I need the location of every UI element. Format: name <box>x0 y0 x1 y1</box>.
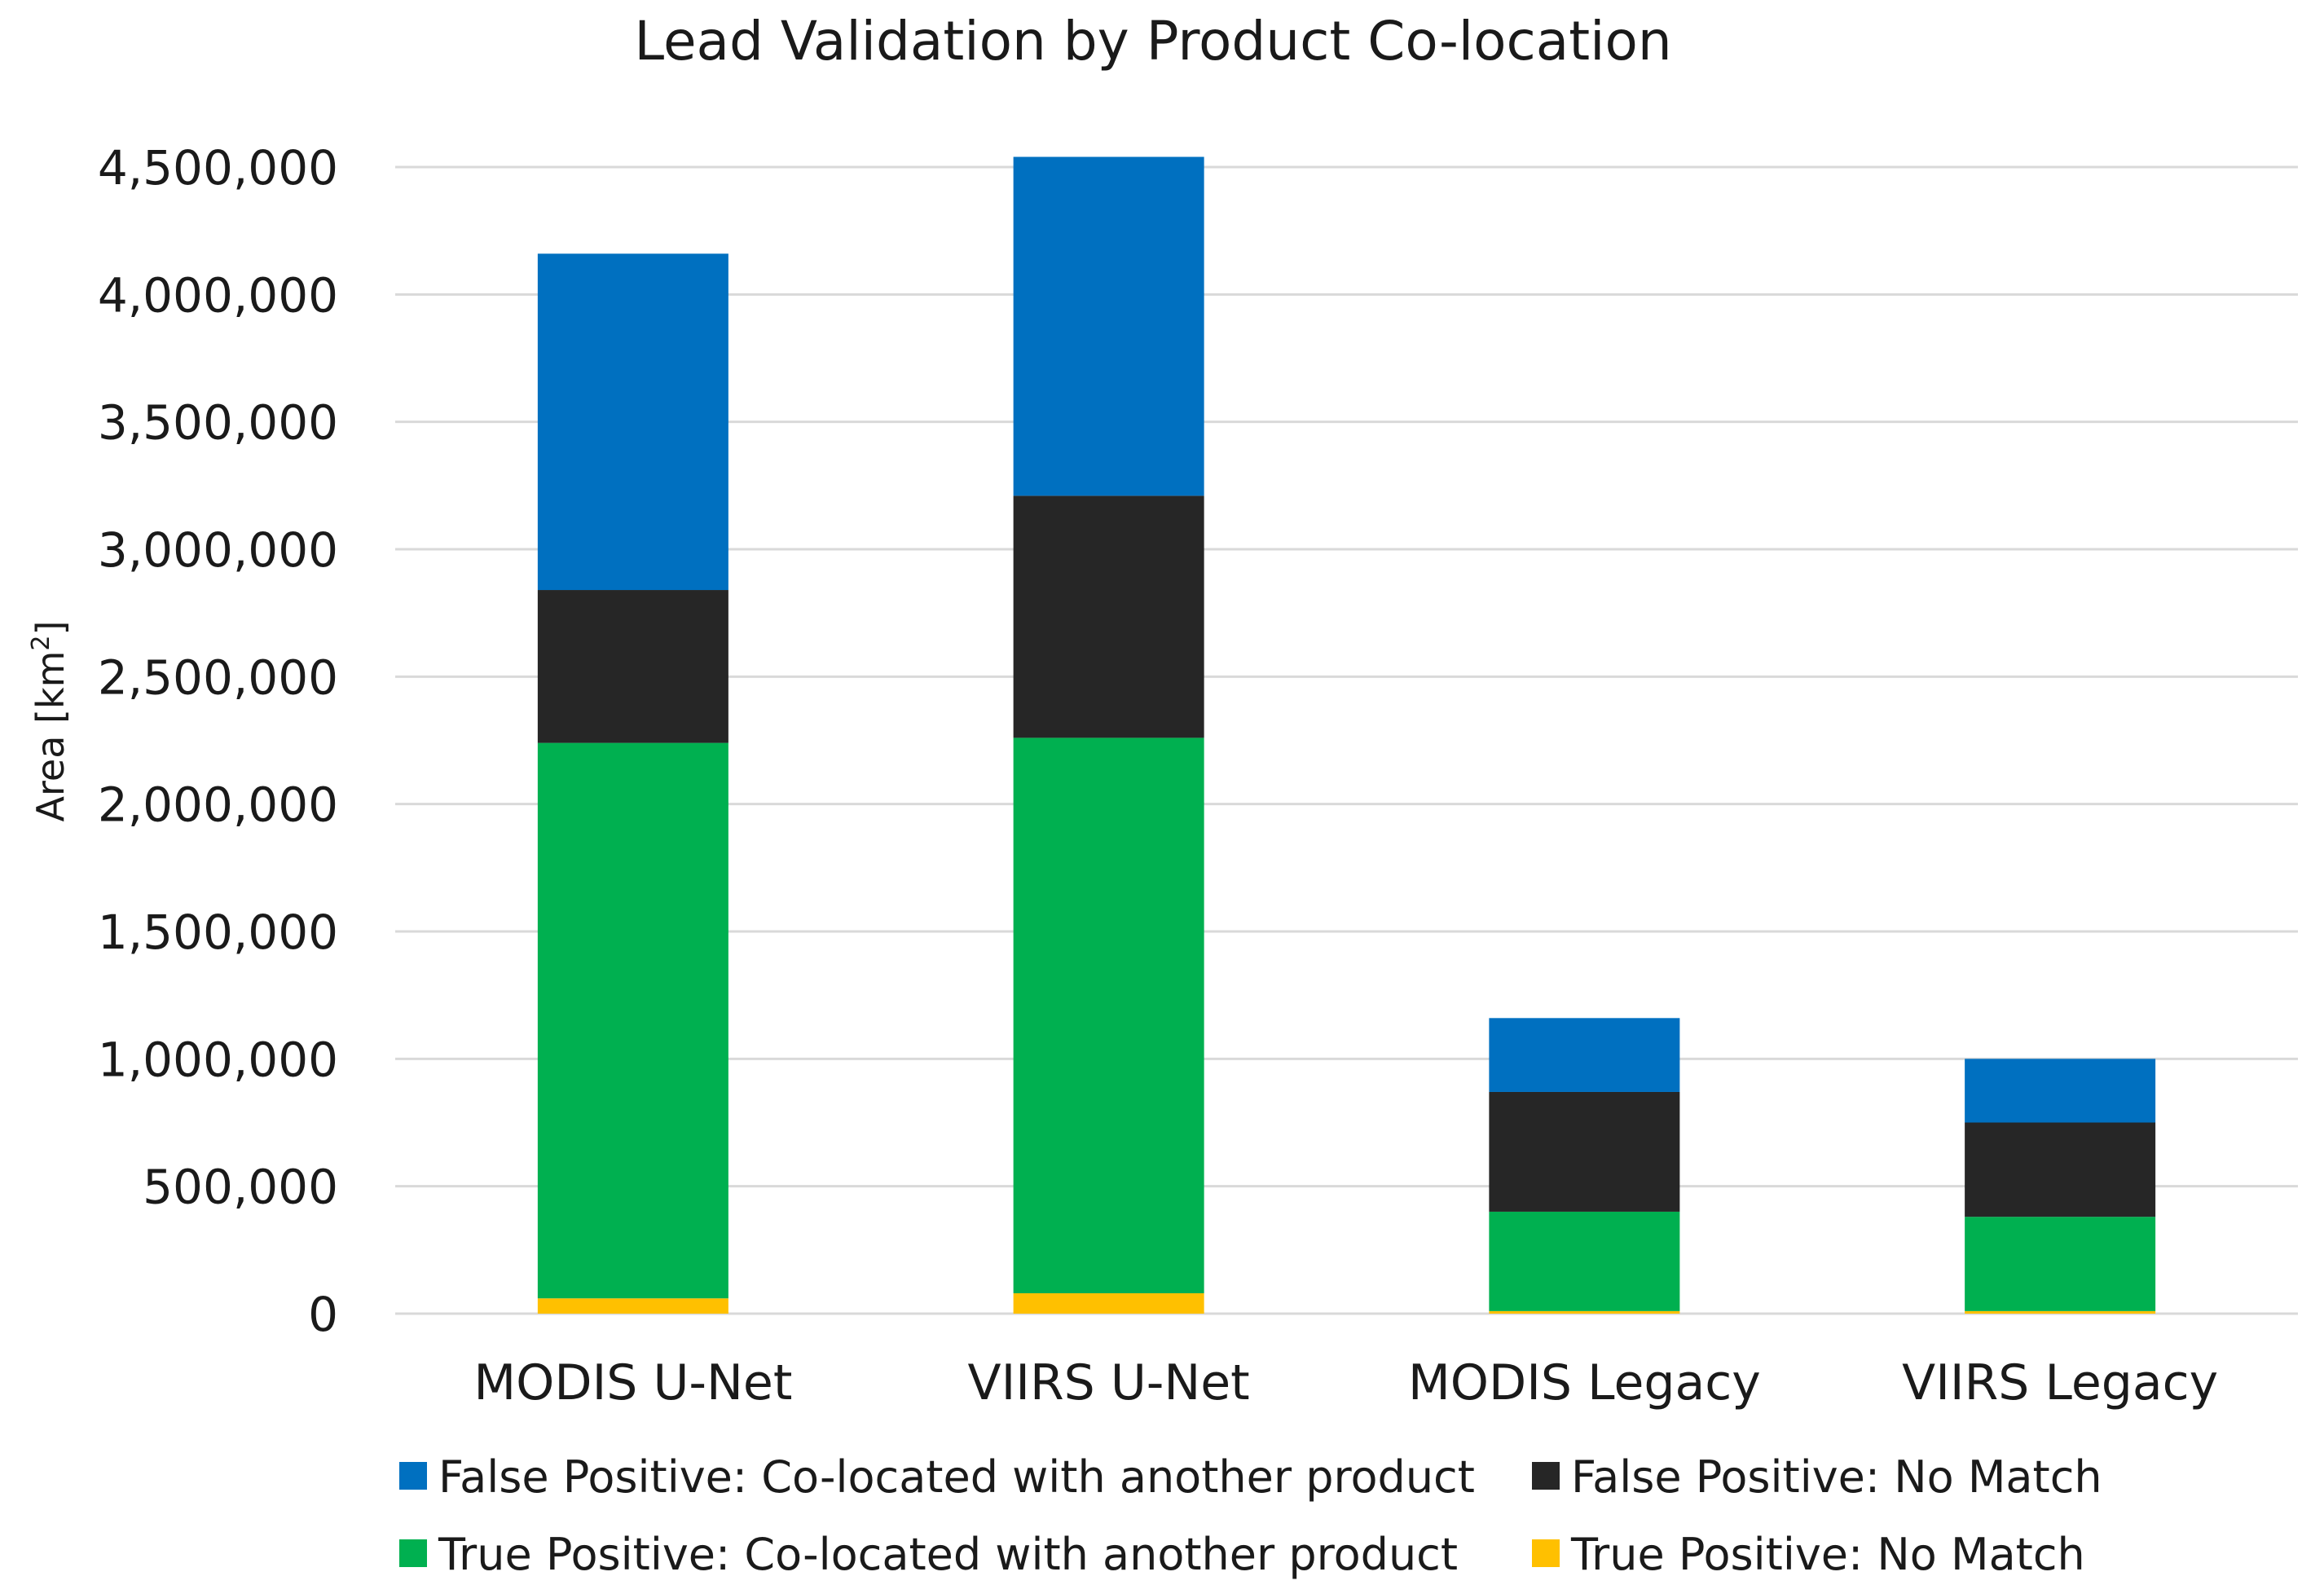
bar-segment <box>537 1298 728 1314</box>
bar-stack <box>1965 1059 2156 1314</box>
bar-segment <box>1013 156 1204 496</box>
y-tick-label: 500,000 <box>143 1160 338 1215</box>
legend: False Positive: Co-located with another … <box>399 1451 2102 1580</box>
y-tick-label: 4,000,000 <box>98 267 338 323</box>
legend-item: True Positive: No Match <box>1532 1529 2085 1580</box>
y-tick-label: 1,500,000 <box>98 905 338 960</box>
y-tick-label: 3,500,000 <box>98 395 338 451</box>
legend-item: False Positive: Co-located with another … <box>399 1451 1475 1503</box>
svg-text:Area [km2]: Area [km2] <box>27 621 73 822</box>
bar-segment <box>1489 1018 1680 1092</box>
y-tick-label: 3,000,000 <box>98 522 338 578</box>
legend-label: True Positive: No Match <box>1570 1529 2085 1580</box>
bar-stack <box>1489 1018 1680 1314</box>
bar-segment <box>1013 737 1204 1293</box>
legend-swatch <box>399 1539 427 1567</box>
legend-label: False Positive: No Match <box>1571 1451 2102 1503</box>
legend-item: True Positive: Co-located with another p… <box>399 1529 1458 1580</box>
y-tick-label: 0 <box>308 1287 338 1342</box>
legend-swatch <box>1532 1539 1560 1567</box>
bar-stack <box>1013 156 1204 1314</box>
y-axis-ticks: 0 500,000 1,000,000 1,500,000 2,000,000 2,500… <box>98 140 338 1342</box>
chart-title: Lead Validation by Product Co-location <box>634 10 1671 73</box>
x-category-label: VIIRS U-Net <box>968 1354 1250 1411</box>
y-axis-label: Area [km2] <box>27 621 73 822</box>
bar-segment <box>1489 1310 1680 1314</box>
y-axis-label-main: Area [km <box>29 651 73 822</box>
bar-segment <box>1013 495 1204 738</box>
legend-label: False Positive: Co-located with another … <box>438 1451 1475 1503</box>
x-category-label: VIIRS Legacy <box>1902 1354 2218 1411</box>
x-axis-categories: MODIS U-Net VIIRS U-Net MODIS Legacy VIIRS … <box>473 1354 2218 1411</box>
bar-segment <box>1013 1292 1204 1314</box>
legend-swatch <box>1532 1462 1560 1490</box>
legend-swatch <box>399 1462 427 1490</box>
y-tick-label: 4,500,000 <box>98 140 338 196</box>
bar-segment <box>537 253 728 591</box>
y-tick-label: 2,500,000 <box>98 649 338 705</box>
legend-label: True Positive: Co-located with another p… <box>438 1529 1458 1580</box>
bar-segment <box>537 590 728 743</box>
x-category-label: MODIS U-Net <box>473 1354 792 1411</box>
y-tick-label: 1,000,000 <box>98 1032 338 1087</box>
bar-segment <box>1489 1211 1680 1311</box>
y-axis-label-close: ] <box>29 621 73 636</box>
bar-segment <box>1965 1217 2156 1311</box>
bar-segment <box>1489 1091 1680 1212</box>
bar-stack <box>537 253 728 1314</box>
bar-segment <box>1965 1059 2156 1123</box>
bar-segment <box>1965 1310 2156 1314</box>
bars <box>537 156 2156 1314</box>
x-category-label: MODIS Legacy <box>1408 1354 1761 1411</box>
y-tick-label: 2,000,000 <box>98 777 338 833</box>
bar-segment <box>1965 1122 2156 1217</box>
bar-segment <box>537 742 728 1299</box>
legend-item: False Positive: No Match <box>1532 1451 2102 1503</box>
y-axis-label-superscript: 2 <box>27 635 55 650</box>
